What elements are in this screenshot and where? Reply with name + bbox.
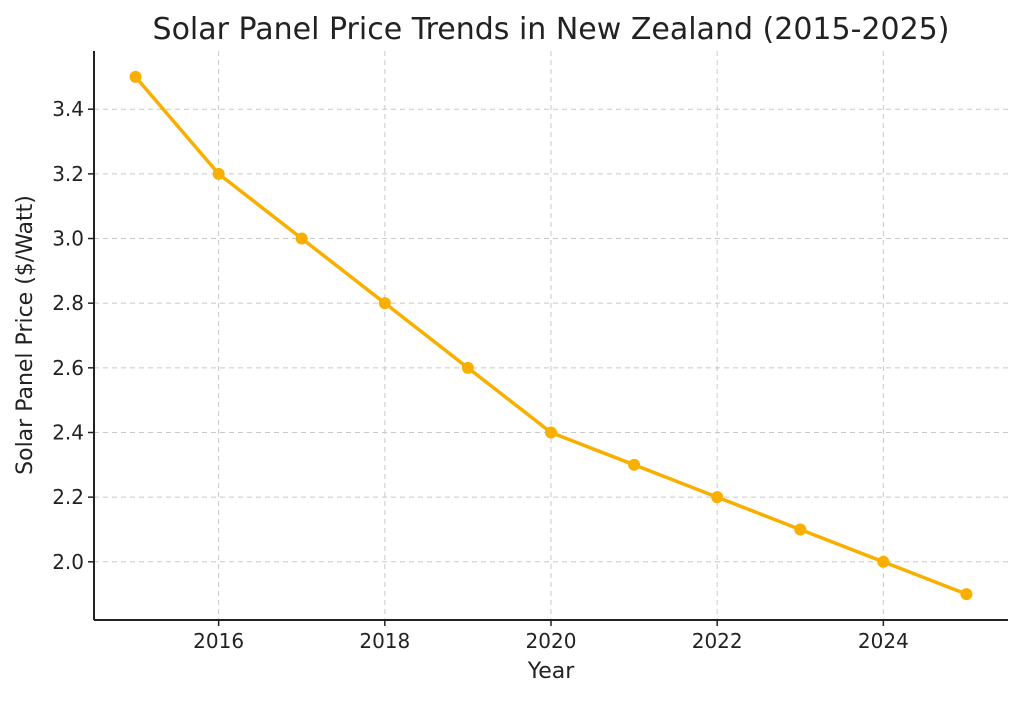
- y-tick-label: 3.0: [52, 227, 84, 251]
- x-tick-label: 2022: [692, 629, 743, 653]
- y-tick-label: 3.4: [52, 97, 84, 121]
- x-axis-label: Year: [527, 659, 576, 684]
- data-point: [711, 491, 724, 504]
- x-tick-label: 2020: [526, 629, 577, 653]
- y-tick-label: 2.6: [52, 356, 84, 380]
- grid: [94, 51, 1008, 620]
- data-point: [378, 297, 391, 310]
- data-point: [877, 555, 890, 568]
- y-axis-label: Solar Panel Price ($/Watt): [13, 195, 38, 475]
- chart-title: Solar Panel Price Trends in New Zealand …: [153, 12, 950, 47]
- data-point: [212, 167, 225, 180]
- data-point: [960, 588, 973, 601]
- y-tick-label: 2.2: [52, 485, 84, 509]
- series: [129, 70, 973, 601]
- tick-labels: 2016 2018 2020 2022 2024 2.0 2.2 2.4 2.6 2.8 3.0 3.…: [52, 97, 909, 653]
- axes: [88, 51, 1008, 626]
- x-tick-label: 2024: [858, 629, 909, 653]
- y-tick-label: 3.2: [52, 162, 84, 186]
- x-tick-label: 2016: [193, 629, 244, 653]
- y-tick-label: 2.8: [52, 291, 84, 315]
- y-tick-label: 2.0: [52, 550, 84, 574]
- data-point: [545, 426, 557, 439]
- data-point: [628, 458, 641, 471]
- data-point: [461, 361, 474, 374]
- y-tick-label: 2.4: [52, 420, 84, 444]
- data-point: [129, 70, 142, 83]
- data-point: [295, 232, 308, 245]
- data-point: [794, 523, 807, 536]
- x-tick-label: 2018: [359, 629, 410, 653]
